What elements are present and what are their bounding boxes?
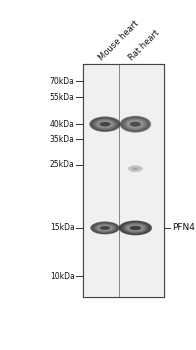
Ellipse shape <box>93 118 117 130</box>
Ellipse shape <box>123 118 148 131</box>
Ellipse shape <box>128 166 143 172</box>
Ellipse shape <box>93 223 118 233</box>
Ellipse shape <box>95 120 115 129</box>
Ellipse shape <box>121 117 150 132</box>
Ellipse shape <box>124 223 147 233</box>
Text: 10kDa: 10kDa <box>50 272 75 281</box>
Ellipse shape <box>123 223 148 233</box>
Ellipse shape <box>96 120 114 128</box>
Ellipse shape <box>97 121 113 128</box>
Ellipse shape <box>128 166 142 172</box>
Ellipse shape <box>126 224 145 232</box>
Ellipse shape <box>93 223 117 233</box>
Ellipse shape <box>95 224 115 232</box>
Ellipse shape <box>127 165 143 172</box>
Ellipse shape <box>91 222 119 234</box>
Text: 40kDa: 40kDa <box>50 120 75 129</box>
Ellipse shape <box>133 168 138 170</box>
Ellipse shape <box>98 225 112 231</box>
Text: 55kDa: 55kDa <box>50 93 75 102</box>
Text: 35kDa: 35kDa <box>50 134 75 144</box>
Ellipse shape <box>96 120 113 128</box>
Text: 15kDa: 15kDa <box>50 223 75 232</box>
Bar <box>83 64 164 297</box>
Ellipse shape <box>121 222 150 235</box>
Ellipse shape <box>95 119 115 129</box>
Text: 25kDa: 25kDa <box>50 160 75 169</box>
Ellipse shape <box>94 223 116 232</box>
Ellipse shape <box>130 167 141 171</box>
Ellipse shape <box>129 166 142 172</box>
Ellipse shape <box>124 119 146 130</box>
Ellipse shape <box>125 224 146 232</box>
Ellipse shape <box>131 167 140 170</box>
Ellipse shape <box>92 118 118 131</box>
Ellipse shape <box>129 166 142 172</box>
Text: Mouse heart: Mouse heart <box>97 19 141 62</box>
Ellipse shape <box>120 221 151 235</box>
Bar <box>83 64 119 297</box>
Ellipse shape <box>119 221 152 235</box>
Ellipse shape <box>130 226 141 230</box>
Ellipse shape <box>121 117 149 132</box>
Ellipse shape <box>125 119 146 130</box>
Text: PFN4: PFN4 <box>173 223 195 232</box>
Ellipse shape <box>127 120 144 128</box>
Ellipse shape <box>128 165 143 172</box>
Ellipse shape <box>96 224 114 232</box>
Ellipse shape <box>126 119 145 129</box>
Ellipse shape <box>95 224 115 232</box>
Ellipse shape <box>90 117 120 131</box>
Ellipse shape <box>93 119 117 130</box>
Ellipse shape <box>131 167 140 171</box>
Ellipse shape <box>121 222 150 234</box>
Ellipse shape <box>100 122 111 126</box>
Ellipse shape <box>91 117 119 131</box>
Ellipse shape <box>100 226 110 230</box>
Ellipse shape <box>126 224 144 232</box>
Ellipse shape <box>92 222 118 233</box>
Text: Rat heart: Rat heart <box>128 28 162 62</box>
Ellipse shape <box>91 222 119 234</box>
Ellipse shape <box>130 166 141 171</box>
Ellipse shape <box>94 223 116 233</box>
Ellipse shape <box>94 119 116 130</box>
Ellipse shape <box>122 222 148 233</box>
Ellipse shape <box>98 121 112 127</box>
Ellipse shape <box>130 166 141 171</box>
Ellipse shape <box>97 225 113 231</box>
Ellipse shape <box>124 223 146 233</box>
Ellipse shape <box>126 120 144 129</box>
Ellipse shape <box>127 225 144 231</box>
Bar <box>120 64 164 297</box>
Ellipse shape <box>98 225 113 231</box>
Ellipse shape <box>122 222 149 234</box>
Ellipse shape <box>124 118 147 130</box>
Ellipse shape <box>123 118 148 131</box>
Ellipse shape <box>120 116 151 133</box>
Ellipse shape <box>127 120 143 128</box>
Ellipse shape <box>128 225 143 231</box>
Ellipse shape <box>92 118 118 130</box>
Ellipse shape <box>119 220 152 236</box>
Ellipse shape <box>90 222 120 235</box>
Ellipse shape <box>90 117 120 132</box>
Ellipse shape <box>128 121 143 128</box>
Ellipse shape <box>120 116 151 132</box>
Ellipse shape <box>130 122 141 127</box>
Text: 70kDa: 70kDa <box>50 77 75 86</box>
Ellipse shape <box>129 166 142 172</box>
Ellipse shape <box>96 224 113 231</box>
Ellipse shape <box>89 117 121 132</box>
Ellipse shape <box>122 117 149 131</box>
